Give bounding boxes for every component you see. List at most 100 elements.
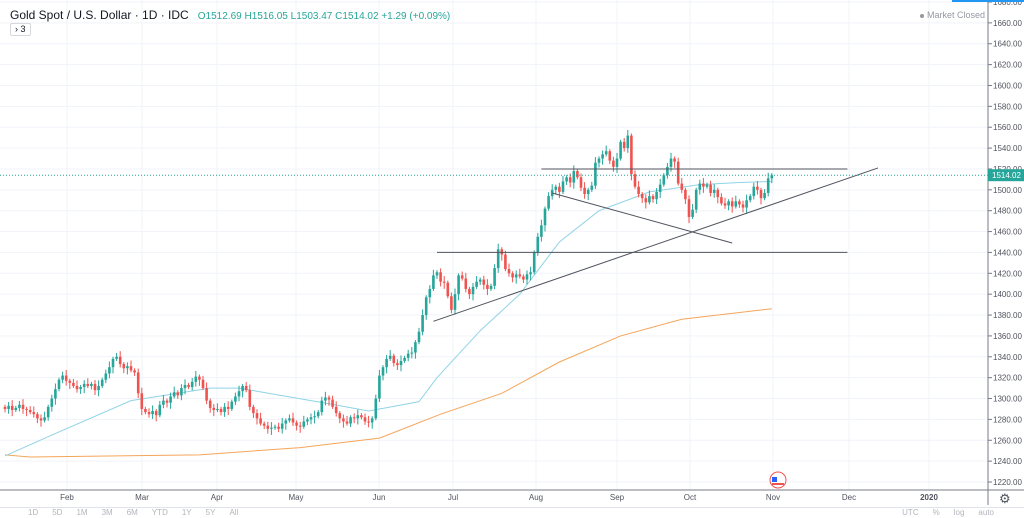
candle: [194, 370, 198, 387]
scale-options[interactable]: UTC% log auto: [888, 508, 994, 517]
candle: [583, 182, 586, 199]
range-button-ytd[interactable]: YTD: [151, 508, 168, 517]
candle: [493, 264, 496, 290]
candle-body: [709, 184, 712, 193]
candle: [748, 194, 752, 203]
descending-trendline: [552, 192, 733, 244]
range-button-3m[interactable]: 3M: [101, 508, 113, 517]
candle: [244, 382, 248, 393]
candle: [352, 413, 356, 424]
candle: [532, 250, 536, 275]
candle-body: [622, 141, 626, 149]
range-button-5d[interactable]: 5D: [52, 508, 63, 517]
price-tick-label: 1320.00: [993, 374, 1022, 383]
price-axis[interactable]: 1220.00 1240.00 1260.00 1280.00 1300.00 1320.…: [987, 0, 1024, 505]
candle: [14, 405, 18, 413]
candle: [511, 271, 514, 283]
candle: [756, 181, 759, 195]
candle-body: [630, 135, 633, 175]
scale-option-log[interactable]: log: [953, 508, 965, 517]
candle-body: [680, 183, 684, 190]
candle: [486, 279, 489, 296]
candle-body: [388, 355, 392, 359]
scale-option-UTC[interactable]: UTC: [902, 508, 919, 517]
candle-body: [352, 417, 356, 419]
candle-body: [270, 427, 273, 429]
candle: [334, 401, 338, 417]
candle-body: [82, 383, 86, 388]
candle-body: [640, 194, 644, 199]
candle-body: [183, 384, 187, 389]
candle-body: [338, 413, 342, 419]
candle-body: [158, 404, 162, 416]
candle: [270, 422, 273, 435]
candle: [57, 377, 61, 392]
candle-body: [291, 418, 295, 423]
candle-body: [734, 201, 738, 207]
range-button-all[interactable]: All: [229, 508, 239, 517]
candle-body: [39, 418, 43, 421]
gear-icon[interactable]: ⚙: [999, 491, 1011, 506]
candle-body: [36, 414, 39, 419]
candle: [21, 399, 25, 414]
range-button-1y[interactable]: 1Y: [181, 508, 192, 517]
scale-option-auto[interactable]: auto: [978, 508, 994, 517]
candle-body: [64, 375, 68, 381]
time-axis[interactable]: Feb Mar Apr May Jun Jul Aug Sep Oct Nov Dec 2020: [0, 489, 1024, 502]
price-chart[interactable]: 1220.00 1240.00 1260.00 1280.00 1300.00 1320.…: [0, 0, 1024, 507]
candle: [198, 374, 201, 386]
candle-body: [320, 400, 324, 413]
candle: [230, 399, 234, 412]
time-tick-label: Sep: [610, 493, 625, 502]
candle: [453, 288, 457, 315]
candle-body: [111, 358, 115, 368]
date-range-buttons[interactable]: 1D 5D 1M 3M 6M YTD 1Y 5Y All: [14, 508, 238, 517]
candle-body: [468, 288, 471, 295]
scale-option-percent[interactable]: %: [932, 508, 940, 517]
indicators-collapse-button[interactable]: › 3: [10, 23, 31, 36]
candle-body: [79, 387, 82, 390]
candle: [601, 150, 604, 165]
candle-body: [453, 294, 457, 310]
bottom-toolbar: 1D 5D 1M 3M 6M YTD 1Y 5Y All UTC% log auto: [0, 507, 1024, 518]
candle: [640, 191, 644, 203]
open-value: O1512.69: [197, 11, 242, 22]
candle: [32, 406, 36, 418]
candle: [558, 182, 561, 199]
candle-body: [72, 382, 75, 386]
range-button-6m[interactable]: 6M: [126, 508, 138, 517]
candle: [615, 152, 619, 174]
candle: [540, 219, 543, 242]
candle: [723, 197, 727, 209]
candle: [450, 292, 453, 314]
candle-body: [313, 416, 316, 418]
candle-body: [590, 185, 594, 190]
range-button-1m[interactable]: 1M: [76, 508, 88, 517]
candle-body: [133, 370, 136, 373]
candle-body: [608, 151, 612, 161]
range-button-5y[interactable]: 5Y: [205, 508, 216, 517]
candle-body: [712, 189, 716, 193]
symbol-title[interactable]: Gold Spot / U.S. Dollar · 1D · IDC: [10, 8, 189, 22]
range-button-1d[interactable]: 1D: [28, 508, 39, 517]
candle: [554, 184, 558, 195]
candle-body: [237, 391, 241, 397]
candle: [525, 270, 529, 285]
economic-event-marker[interactable]: [769, 471, 787, 489]
candle: [658, 178, 662, 199]
candle-body: [75, 386, 79, 390]
candle-body: [108, 367, 111, 374]
status-dot-icon: [919, 13, 924, 18]
candle-body: [176, 392, 180, 396]
candle-body: [432, 275, 435, 289]
low-value: L1503.47: [290, 11, 333, 22]
candle: [543, 206, 547, 232]
candle: [36, 412, 39, 424]
candle-body: [378, 375, 381, 399]
candle: [604, 145, 608, 157]
candle: [180, 384, 183, 401]
candle: [608, 149, 612, 165]
candle-body: [475, 281, 478, 287]
candle-body: [460, 275, 464, 279]
candle-body: [723, 203, 727, 206]
